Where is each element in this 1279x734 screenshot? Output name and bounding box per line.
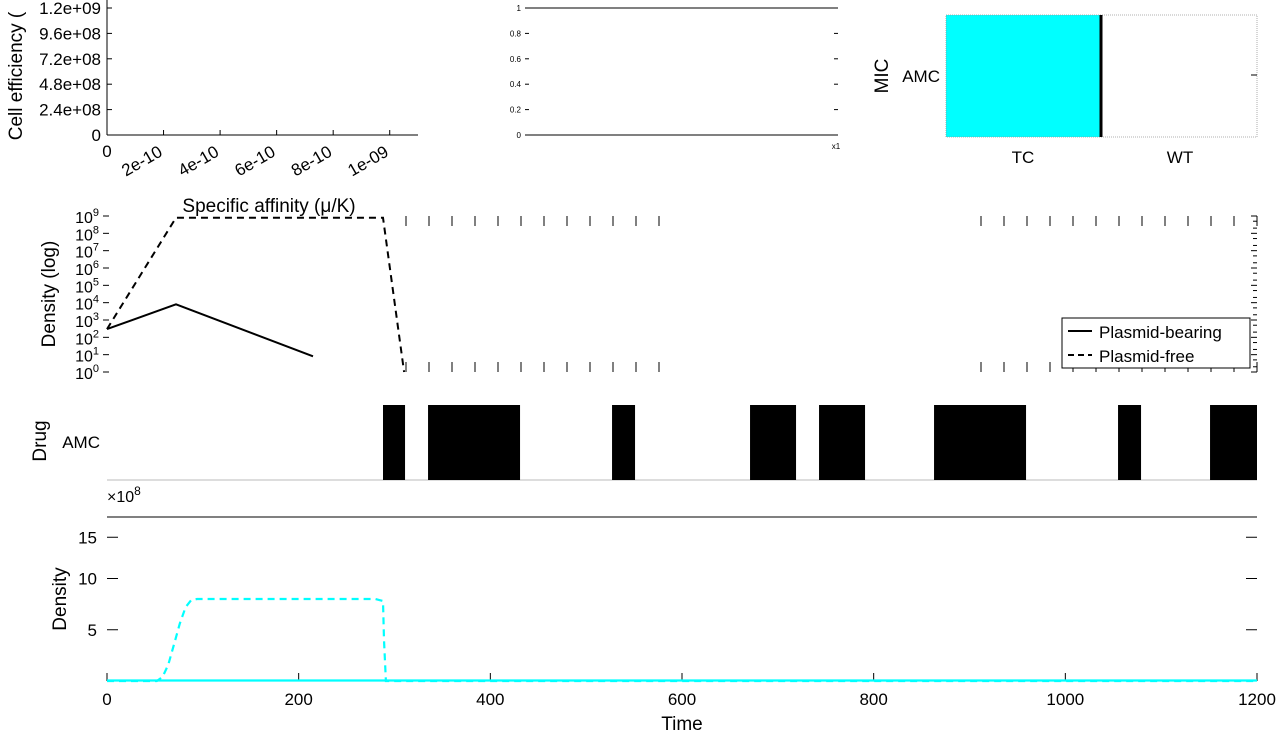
p4-y-tick-label: 109	[75, 207, 99, 227]
panel-cell-efficiency: 0 2.4e+08 4.8e+08 7.2e+08 9.6e+08 1.2e+09 0 2e…	[6, 0, 418, 217]
p6-x-tick-label: 1000	[1046, 690, 1084, 709]
p1-y-tick-label: 0	[92, 126, 101, 145]
drug-bar	[819, 405, 866, 480]
p4-y-tick-label: 103	[75, 311, 99, 331]
p6-y-tick-label: 5	[88, 621, 97, 640]
panel-drug: Drug AMC	[30, 405, 1257, 481]
legend-label-plasmid-free: Plasmid-free	[1099, 347, 1194, 366]
drug-bar	[428, 405, 521, 480]
p1-x-label: Specific affinity (μ/K)	[182, 196, 355, 217]
p6-x-tick-label: 1200	[1238, 690, 1276, 709]
p4-y-tick-label: 101	[75, 346, 99, 366]
p2-y-tick-label: 0.2	[510, 106, 522, 115]
legend-box	[1061, 317, 1251, 369]
p4-y-tick-label: 108	[75, 224, 99, 244]
drug-bar	[1210, 405, 1257, 480]
drug-bar	[750, 405, 797, 480]
drug-bar	[383, 405, 406, 480]
p1-y-tick-label: 1.2e+09	[39, 0, 101, 18]
drug-y-label: Drug	[30, 420, 51, 461]
p1-x-tick-label: 1e-09	[345, 142, 392, 180]
mic-y-label: MIC	[872, 59, 893, 94]
drug-bar	[1118, 405, 1142, 480]
p1-x-tick-label: 6e-10	[231, 142, 278, 180]
p4-series-plasmid-bearing	[106, 303, 314, 358]
p1-y-tick-label: 9.6e+08	[39, 24, 101, 43]
p6-scale-factor: ×108	[107, 484, 141, 506]
p1-x-tick-label: 2e-10	[118, 142, 165, 180]
p4-y-tick-label: 106	[75, 259, 99, 279]
panel-density: 5 10 15 0 200 400 600 800 1000 1200 ×108 Density…	[50, 484, 1276, 734]
p6-series-dashed	[107, 597, 1257, 683]
drug-bar	[934, 405, 1027, 480]
p2-y-tick-label: 0.8	[510, 29, 522, 38]
p4-y-tick-label: 100	[75, 363, 99, 383]
p4-y-tick-label: 107	[75, 242, 99, 262]
mic-row-label: AMC	[902, 67, 940, 86]
p4-legend: Plasmid-bearing Plasmid-free	[1061, 317, 1251, 369]
p6-x-tick-label: 200	[284, 690, 312, 709]
p2-y-tick-label: 0	[517, 131, 522, 140]
p4-y-tick-label: 102	[75, 328, 99, 348]
p4-y-tick-label: 105	[75, 276, 99, 296]
p6-y-tick-label: 10	[78, 570, 97, 589]
mic-col-label-wt: WT	[1167, 148, 1193, 167]
panel-mic: MIC AMC TC WT	[872, 14, 1258, 167]
p6-x-label: Time	[661, 714, 703, 734]
p6-x-tick-label: 400	[476, 690, 504, 709]
p1-y-tick-label: 2.4e+08	[39, 101, 101, 120]
p4-y-tick-label: 104	[75, 294, 99, 314]
p1-x-tick-label: 8e-10	[288, 142, 335, 180]
legend-label-plasmid-bearing: Plasmid-bearing	[1099, 323, 1222, 342]
p6-y-label: Density	[50, 567, 71, 631]
mic-cell-wt	[1102, 15, 1257, 137]
p1-x-tick-label: 4e-10	[175, 142, 222, 180]
panel-empty-axes: 0 0.2 0.4 0.6 0.8 1 x1	[510, 4, 841, 151]
p6-y-tick-label: 15	[78, 528, 97, 547]
p2-y-tick-label: 1	[517, 4, 522, 13]
p1-x-tick-label: 0	[102, 142, 111, 161]
p1-y-tick-label: 7.2e+08	[39, 50, 101, 69]
mic-cell-tc	[946, 15, 1102, 137]
p6-x-tick-label: 0	[102, 690, 111, 709]
p6-x-tick-label: 600	[668, 690, 696, 709]
drug-row-label: AMC	[62, 433, 100, 452]
p1-y-label: Cell efficiency (	[6, 11, 27, 140]
p4-y-label: Density (log)	[39, 241, 60, 348]
p2-y-tick-label: 0.6	[510, 55, 522, 64]
p4-series-plasmid-free	[106, 216, 406, 373]
p1-y-tick-label: 4.8e+08	[39, 75, 101, 94]
p6-x-tick-label: 800	[859, 690, 887, 709]
mic-col-label-tc: TC	[1012, 148, 1035, 167]
p2-y-tick-label: 0.4	[510, 80, 522, 89]
p2-x-tick-label: x1	[832, 142, 841, 151]
drug-bar	[612, 405, 636, 480]
